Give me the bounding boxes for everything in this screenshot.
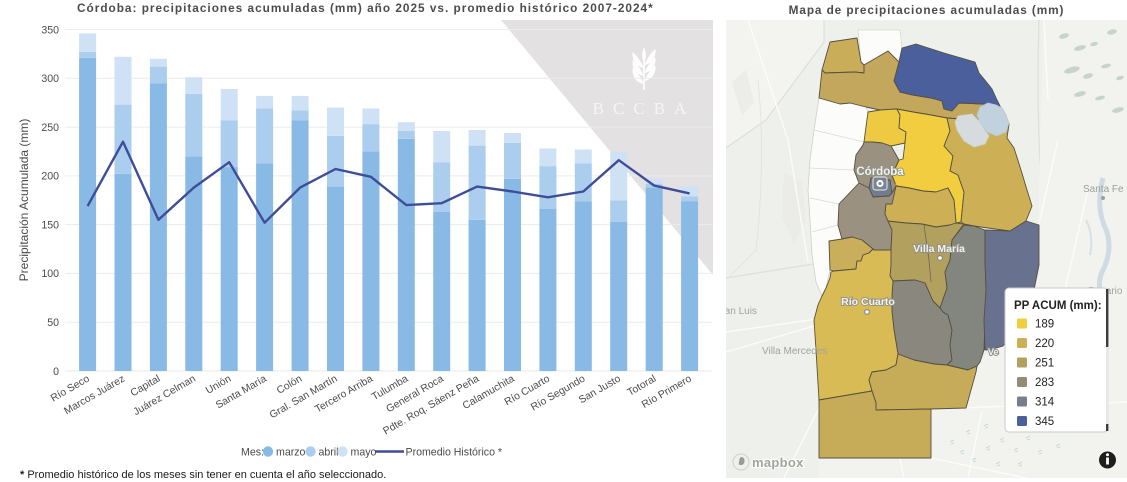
svg-text:BCCBA: BCCBA: [593, 99, 696, 118]
svg-text:250: 250: [41, 122, 59, 134]
svg-text:200: 200: [41, 171, 59, 183]
svg-text:Juárez Celman: Juárez Celman: [132, 373, 198, 418]
svg-text:220: 220: [1035, 338, 1054, 350]
svg-text:Ve: Ve: [988, 347, 999, 357]
svg-text:Santa Fe: Santa Fe: [1083, 184, 1124, 195]
svg-text:PP ACUM (mm):: PP ACUM (mm):: [1014, 300, 1102, 312]
svg-text:Precipitación Acumulada (mm): Precipitación Acumulada (mm): [17, 119, 31, 282]
svg-text:mayo: mayo: [351, 446, 377, 458]
svg-text:Promedio Histórico *: Promedio Histórico *: [406, 446, 503, 458]
svg-text:Villa Mercedes: Villa Mercedes: [762, 346, 827, 357]
svg-text:0: 0: [53, 366, 59, 378]
svg-text:Río Cuarto: Río Cuarto: [841, 296, 895, 308]
svg-text:283: 283: [1035, 377, 1054, 389]
svg-text:San Luis: San Luis: [726, 306, 757, 317]
svg-text:Mes:: Mes:: [241, 446, 264, 458]
svg-text:50: 50: [47, 317, 59, 329]
svg-text:Marcos Juárez: Marcos Juárez: [62, 374, 127, 418]
svg-text:251: 251: [1035, 358, 1054, 370]
svg-text:345: 345: [1035, 416, 1054, 428]
svg-text:350: 350: [41, 24, 59, 36]
svg-text:Villa María: Villa María: [913, 243, 965, 255]
svg-text:* Promedio histórico de los me: * Promedio histórico de los meses sin te…: [20, 469, 386, 481]
svg-text:marzo: marzo: [276, 446, 306, 458]
svg-text:189: 189: [1035, 319, 1054, 331]
svg-text:abril: abril: [319, 446, 339, 458]
svg-text:300: 300: [41, 73, 59, 85]
svg-text:mapbox: mapbox: [752, 455, 804, 470]
svg-text:Córdoba: precipitaciones acumu: Córdoba: precipitaciones acumuladas (mm)…: [77, 1, 654, 15]
svg-text:Córdoba: Córdoba: [856, 166, 904, 178]
svg-text:100: 100: [41, 268, 59, 280]
svg-text:314: 314: [1035, 397, 1055, 409]
svg-text:150: 150: [41, 219, 59, 231]
